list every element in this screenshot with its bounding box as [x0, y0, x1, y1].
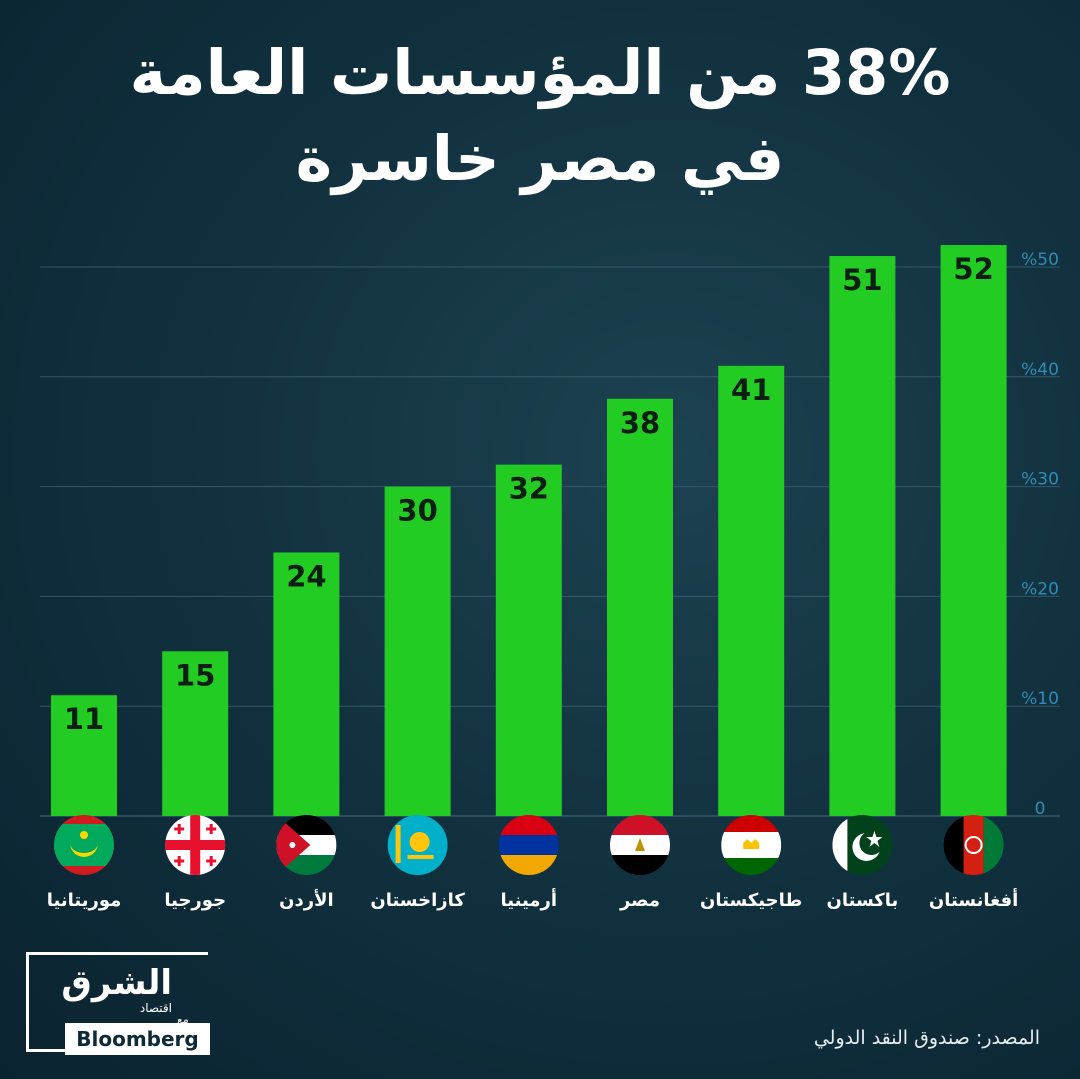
bar-4 [495, 464, 562, 816]
bar-8 [940, 245, 1007, 817]
y-tick-label: %40 [1021, 360, 1059, 380]
bar-3 [384, 486, 451, 816]
bar-7 [829, 256, 896, 816]
bar-1 [162, 651, 229, 816]
y-tick-label: %50 [1021, 250, 1059, 270]
y-tick-label: %30 [1021, 470, 1059, 490]
kazakhstan-flag-icon [387, 815, 448, 875]
category-label: باكستان [827, 890, 899, 911]
brand-logo: الشرق اقتصاد مع Bloomberg [26, 952, 210, 1055]
pakistan-flag-icon [832, 815, 893, 875]
title-line-2: في مصر خاسرة [295, 122, 785, 195]
title-line-1: 38% من المؤسسات العامة [129, 36, 951, 109]
logo-with-text: مع [177, 1013, 189, 1026]
category-label: كازاخستان [370, 890, 465, 911]
bar-6 [718, 365, 785, 816]
data-label: 11 [64, 702, 104, 736]
tajikistan-flag-icon [721, 815, 782, 875]
data-label: 41 [731, 373, 771, 407]
data-label: 51 [842, 263, 882, 297]
data-label: 15 [175, 658, 215, 692]
y-tick-label: %10 [1021, 689, 1059, 709]
afghanistan-flag-icon [943, 815, 1004, 875]
data-label: 38 [620, 406, 660, 440]
category-label: مصر [619, 890, 660, 911]
mauritania-flag-icon [54, 815, 114, 875]
logo-main-text: الشرق [61, 963, 172, 1003]
armenia-flag-icon [498, 815, 559, 875]
data-label: 52 [953, 252, 993, 286]
category-label: موريتانيا [47, 890, 122, 911]
category-label: الأردن [279, 889, 334, 911]
y-tick-label: 0 [1035, 799, 1046, 819]
data-label: 24 [286, 559, 326, 593]
logo-partner-text: Bloomberg [65, 1023, 210, 1055]
egypt-flag-icon [610, 815, 670, 875]
y-tick-label: %20 [1021, 579, 1059, 599]
bar-2 [273, 552, 340, 816]
category-label: أفغانستان [929, 888, 1018, 911]
jordan-flag-icon [276, 815, 337, 875]
bar-5 [607, 398, 673, 816]
source-note: المصدر: صندوق النقد الدولي [813, 1027, 1040, 1049]
data-label: 30 [397, 494, 437, 528]
bar-0 [51, 695, 117, 816]
category-label: طاجيكستان [700, 890, 802, 911]
chart-title: 38% من المؤسسات العامة في مصر خاسرة [90, 30, 990, 202]
logo-sub-text: اقتصاد [139, 1001, 172, 1015]
data-label: 32 [509, 472, 549, 506]
category-label: جورجيا [164, 890, 226, 911]
georgia-flag-icon [165, 815, 226, 875]
category-label: أرمينيا [501, 888, 557, 911]
